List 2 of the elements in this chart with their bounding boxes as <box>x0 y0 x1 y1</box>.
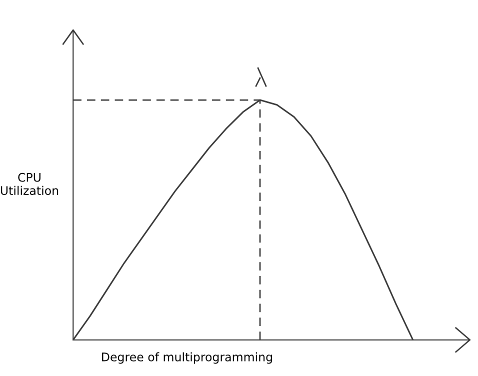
y-axis-title: CPU Utilization <box>0 172 58 196</box>
x-axis-title: Degree of multiprogramming <box>102 352 272 364</box>
